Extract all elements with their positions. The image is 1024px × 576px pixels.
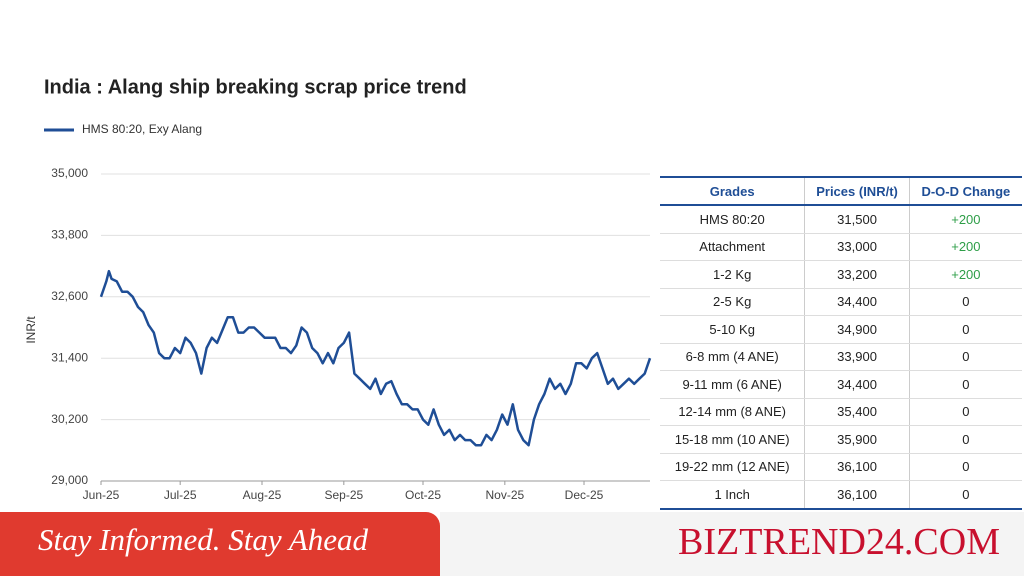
table-cell: 15-18 mm (10 ANE) <box>660 425 805 454</box>
table-cell: +200 <box>908 233 1022 261</box>
x-tick-label: Nov-25 <box>485 488 524 502</box>
table-row: HMS 80:20 31,500 +200 <box>660 205 1022 234</box>
legend-label: HMS 80:20, Exy Alang <box>82 122 202 136</box>
table-cell: Attachment <box>660 233 805 261</box>
series-line <box>99 269 652 447</box>
table-cell: 35,900 <box>804 425 910 454</box>
table-cell: 0 <box>908 480 1022 510</box>
table-row: 15-18 mm (10 ANE) 35,900 0 <box>660 425 1022 454</box>
table-cell: 0 <box>908 398 1022 426</box>
table-row: Attachment 33,000 +200 <box>660 233 1022 261</box>
table-cell: 35,400 <box>804 398 910 426</box>
table-cell: 36,100 <box>804 453 910 481</box>
table-cell: 34,900 <box>804 315 910 344</box>
table-cell: 34,400 <box>804 370 910 399</box>
y-tick-label: 31,400 <box>51 350 88 364</box>
tagline: Stay Informed. Stay Ahead <box>38 522 369 557</box>
table-cell: 1-2 Kg <box>660 260 805 289</box>
x-tick-label: Aug-25 <box>243 488 282 502</box>
y-tick-label: 35,000 <box>51 166 88 180</box>
table-row: 1 Inch 36,100 0 <box>660 480 1022 510</box>
table-cell: 0 <box>908 288 1022 316</box>
table-cell: +200 <box>908 260 1022 289</box>
table-cell: 12-14 mm (8 ANE) <box>660 398 805 426</box>
table-row: 19-22 mm (12 ANE) 36,100 0 <box>660 453 1022 481</box>
column-header: Grades <box>660 176 805 206</box>
table-cell: 0 <box>908 343 1022 371</box>
y-axis-label: INR/t <box>24 316 38 344</box>
y-tick-label: 30,200 <box>51 412 88 426</box>
price-table: Grades Prices (INR/t) D-O-D Change HMS 80:2… <box>660 176 1022 510</box>
table-cell: HMS 80:20 <box>660 205 805 234</box>
table-row: 12-14 mm (8 ANE) 35,400 0 <box>660 398 1022 426</box>
table-cell: 33,900 <box>804 343 910 371</box>
table-cell: 0 <box>908 370 1022 399</box>
table-cell: 2-5 Kg <box>660 288 805 316</box>
table-cell: 33,000 <box>804 233 910 261</box>
table-cell: 19-22 mm (12 ANE) <box>660 453 805 481</box>
y-tick-label: 32,600 <box>51 289 88 303</box>
table-cell: 33,200 <box>804 260 910 289</box>
x-tick-label: Sep-25 <box>324 488 363 502</box>
table-row: 6-8 mm (4 ANE) 33,900 0 <box>660 343 1022 371</box>
table-cell: 6-8 mm (4 ANE) <box>660 343 805 371</box>
chart: India : Alang ship breaking scrap price … <box>24 76 652 502</box>
table-cell: 34,400 <box>804 288 910 316</box>
table-row: 1-2 Kg 33,200 +200 <box>660 260 1022 289</box>
x-tick-label: Dec-25 <box>565 488 604 502</box>
table-row: 2-5 Kg 34,400 0 <box>660 288 1022 316</box>
table-cell: 5-10 Kg <box>660 315 805 344</box>
brand-box: BIZTREND24.COM <box>440 512 1024 576</box>
table-cell: 0 <box>908 453 1022 481</box>
column-header: Prices (INR/t) <box>804 176 910 206</box>
table-cell: +200 <box>908 205 1022 234</box>
brand: BIZTREND24.COM <box>678 521 1000 563</box>
x-tick-label: Oct-25 <box>405 488 441 502</box>
chart-title: India : Alang ship breaking scrap price … <box>44 76 467 98</box>
table-cell: 31,500 <box>804 205 910 234</box>
table-cell: 9-11 mm (6 ANE) <box>660 370 805 399</box>
x-tick-label: Jun-25 <box>83 488 120 502</box>
y-tick-label: 29,000 <box>51 473 88 487</box>
table-cell: 0 <box>908 425 1022 454</box>
header-row: Grades Prices (INR/t) D-O-D Change <box>660 176 1022 206</box>
table-cell: 1 Inch <box>660 480 805 510</box>
banner: Stay Informed. Stay Ahead <box>0 512 440 576</box>
table-cell: 36,100 <box>804 480 910 510</box>
table-row: 9-11 mm (6 ANE) 34,400 0 <box>660 370 1022 399</box>
table-cell: 0 <box>908 315 1022 344</box>
y-tick-label: 33,800 <box>51 228 88 242</box>
table-row: 5-10 Kg 34,900 0 <box>660 315 1022 344</box>
x-tick-label: Jul-25 <box>164 488 197 502</box>
column-header: D-O-D Change <box>908 176 1022 206</box>
